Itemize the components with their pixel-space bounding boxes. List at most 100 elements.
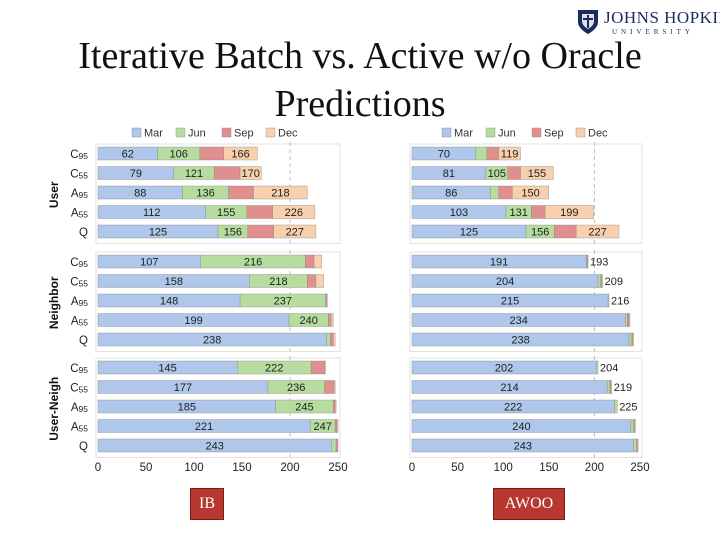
bar-dec [326,293,328,308]
category-label: A95 [71,188,88,200]
bar-dec [272,205,316,219]
bar-jun [326,332,331,347]
data-label-mar: 70 [438,149,450,161]
category-label: A55 [71,316,88,328]
bar-jun [331,438,337,453]
panel-frame [409,357,643,458]
bar-sep [247,224,274,239]
bar-dec [601,274,603,288]
legend-label-dec: Dec [278,128,298,140]
bar-jun [607,293,610,308]
x-tick-label: 150 [232,462,251,474]
bar-dec [223,146,258,161]
bar-dec [628,313,631,327]
bar-sep [333,399,336,414]
data-label-dec: 209 [605,276,623,288]
data-label-mar: 81 [443,168,455,180]
legend-label-jun: Jun [498,128,516,140]
data-label-mar: 243 [205,441,223,453]
data-label-mar: 238 [203,335,221,347]
bar-sep [507,166,521,180]
bar-sep [199,146,224,161]
category-label: C95 [70,257,88,269]
group-label: User [47,181,61,208]
data-label-mar: 202 [495,363,513,375]
bar-dec [575,224,620,239]
bar-jun [475,146,487,161]
data-label-mar: 185 [178,402,196,414]
data-label-jun: 218 [269,276,287,288]
data-label-mar: 112 [143,207,161,219]
data-label-jun: 247 [313,421,331,433]
legend-swatch-jun [175,127,186,138]
awoo-chart: Mar Jun Sep Dec 70 119 81 105 155 86 150 103 131 199 1… [409,127,650,475]
x-tick-label: 100 [184,462,203,474]
ib-chart: Mar Jun Sep Dec User C95 62 106 166 C55 79 121 170 A9… [47,127,348,475]
bar-sep [310,360,325,375]
bar-dec [315,274,324,288]
data-label-mar: 145 [158,363,176,375]
bar-sep [627,313,630,327]
data-label-mar: 86 [445,188,457,200]
data-label-mar: 125 [460,227,478,239]
bar-sep [554,224,577,239]
x-tick-label: 0 [95,462,101,474]
data-label-dec: 204 [600,363,618,375]
category-label: C95 [70,363,88,375]
bar-dec [512,185,549,200]
legend-swatch-sep [531,127,542,138]
bar-sep [586,254,589,269]
data-label-dec: 155 [528,168,546,180]
x-tick-label: 50 [451,462,464,474]
x-tick-label: 200 [585,462,604,474]
bar-jun [596,360,599,375]
bar-sep [228,185,254,200]
bar-dec [313,254,322,269]
data-label-mar: 238 [511,335,529,347]
bar-jun [490,185,499,200]
group-label: Neighbor [47,276,61,329]
logo-subtitle: UNIVERSITY [612,28,694,36]
category-label: C55 [70,169,88,181]
data-label-dec: 225 [619,402,637,414]
slide-title: Iterative Batch vs. Active w/o Oracle Pr… [0,32,720,128]
bar-jun [606,380,611,394]
legend-swatch-jun [485,127,496,138]
data-label-mar: 240 [512,421,530,433]
bar-sep [498,185,513,200]
legend-label-mar: Mar [144,128,163,140]
bar-sep [335,438,339,453]
data-label-dec: 227 [588,227,606,239]
data-label-dec: 150 [521,188,539,200]
bar-dec [324,360,326,375]
x-tick-label: 0 [409,462,415,474]
legend-swatch-dec [575,127,586,138]
data-label-mar: 222 [504,402,522,414]
legend-label-dec: Dec [588,128,608,140]
bar-jun [630,419,634,433]
data-label-jun: 236 [287,382,305,394]
ib-tag: IB [190,488,224,520]
data-label-dec: 218 [271,188,289,200]
data-label-mar: 191 [490,257,508,269]
x-tick-label: 250 [630,462,649,474]
bar-sep [531,205,546,219]
bar-dec [336,419,339,433]
data-label-jun: 245 [295,402,313,414]
bar-dec [334,399,337,414]
category-label: Q [79,335,88,347]
bar-dec [331,313,334,327]
data-label-mar: 215 [501,296,519,308]
data-label-dec: 199 [560,207,578,219]
title-line-1: Iterative Batch vs. Active w/o Oracle [78,35,642,77]
bar-dec [239,166,262,180]
data-label-jun: 237 [274,296,292,308]
panel-frame [95,143,341,244]
logo-name: JOHNS HOPKINS [604,8,720,27]
panel-frame [95,357,341,458]
data-label-dec: 216 [611,296,629,308]
category-label: C55 [70,277,88,289]
bar-dec [498,146,521,161]
category-label: A95 [71,402,88,414]
panel-frame [409,143,643,244]
